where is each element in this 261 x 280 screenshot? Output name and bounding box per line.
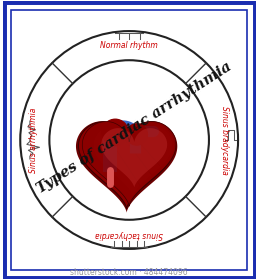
Circle shape	[126, 124, 147, 145]
Circle shape	[49, 60, 209, 220]
Wedge shape	[179, 55, 214, 90]
Text: shutterstock.com · 484474096: shutterstock.com · 484474096	[70, 269, 188, 277]
Polygon shape	[76, 121, 177, 213]
Polygon shape	[79, 122, 175, 209]
Wedge shape	[45, 55, 79, 90]
Circle shape	[20, 31, 238, 249]
Polygon shape	[94, 126, 172, 197]
Circle shape	[102, 119, 128, 146]
Polygon shape	[82, 122, 176, 206]
Text: Sinus tachycardia: Sinus tachycardia	[95, 230, 163, 239]
Wedge shape	[45, 190, 79, 225]
Wedge shape	[179, 190, 214, 225]
Polygon shape	[101, 128, 167, 188]
Text: Normal rhythm: Normal rhythm	[100, 41, 158, 50]
Text: Sinus arrhythmia: Sinus arrhythmia	[29, 107, 38, 173]
Text: Types of cardiac arrhythmia: Types of cardiac arrhythmia	[34, 59, 234, 196]
Text: Sinus bradycardia: Sinus bradycardia	[220, 106, 229, 174]
